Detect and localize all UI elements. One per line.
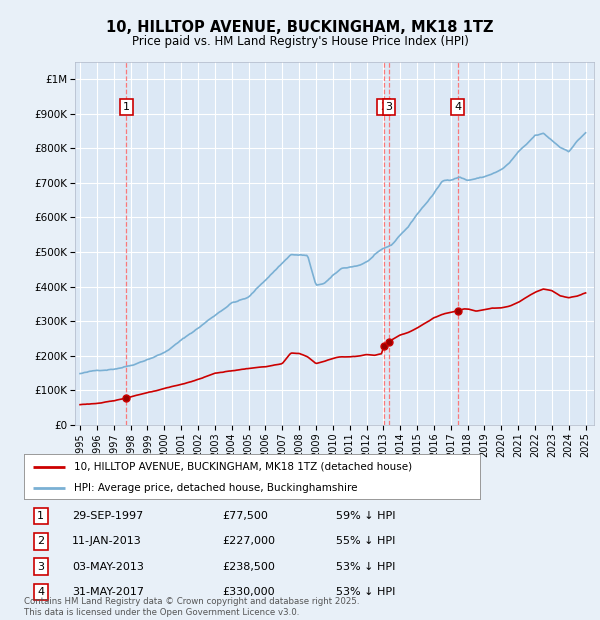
Text: 11-JAN-2013: 11-JAN-2013 — [72, 536, 142, 546]
Text: £330,000: £330,000 — [222, 587, 275, 597]
Text: 10, HILLTOP AVENUE, BUCKINGHAM, MK18 1TZ: 10, HILLTOP AVENUE, BUCKINGHAM, MK18 1TZ — [106, 20, 494, 35]
Text: 31-MAY-2017: 31-MAY-2017 — [72, 587, 144, 597]
Text: 1: 1 — [123, 102, 130, 112]
Text: Contains HM Land Registry data © Crown copyright and database right 2025.
This d: Contains HM Land Registry data © Crown c… — [24, 598, 359, 617]
Text: £238,500: £238,500 — [222, 562, 275, 572]
Text: 03-MAY-2013: 03-MAY-2013 — [72, 562, 144, 572]
Text: 29-SEP-1997: 29-SEP-1997 — [72, 511, 143, 521]
Text: £77,500: £77,500 — [222, 511, 268, 521]
Text: 53% ↓ HPI: 53% ↓ HPI — [336, 562, 395, 572]
Text: Price paid vs. HM Land Registry's House Price Index (HPI): Price paid vs. HM Land Registry's House … — [131, 35, 469, 48]
Text: 53% ↓ HPI: 53% ↓ HPI — [336, 587, 395, 597]
Text: 10, HILLTOP AVENUE, BUCKINGHAM, MK18 1TZ (detached house): 10, HILLTOP AVENUE, BUCKINGHAM, MK18 1TZ… — [74, 462, 412, 472]
Text: £227,000: £227,000 — [222, 536, 275, 546]
Text: 59% ↓ HPI: 59% ↓ HPI — [336, 511, 395, 521]
Text: 3: 3 — [37, 562, 44, 572]
Text: 4: 4 — [37, 587, 44, 597]
Text: 55% ↓ HPI: 55% ↓ HPI — [336, 536, 395, 546]
Text: 4: 4 — [454, 102, 461, 112]
Text: HPI: Average price, detached house, Buckinghamshire: HPI: Average price, detached house, Buck… — [74, 483, 358, 493]
Text: 3: 3 — [386, 102, 392, 112]
Text: 2: 2 — [380, 102, 388, 112]
Text: 2: 2 — [37, 536, 44, 546]
Text: 1: 1 — [37, 511, 44, 521]
